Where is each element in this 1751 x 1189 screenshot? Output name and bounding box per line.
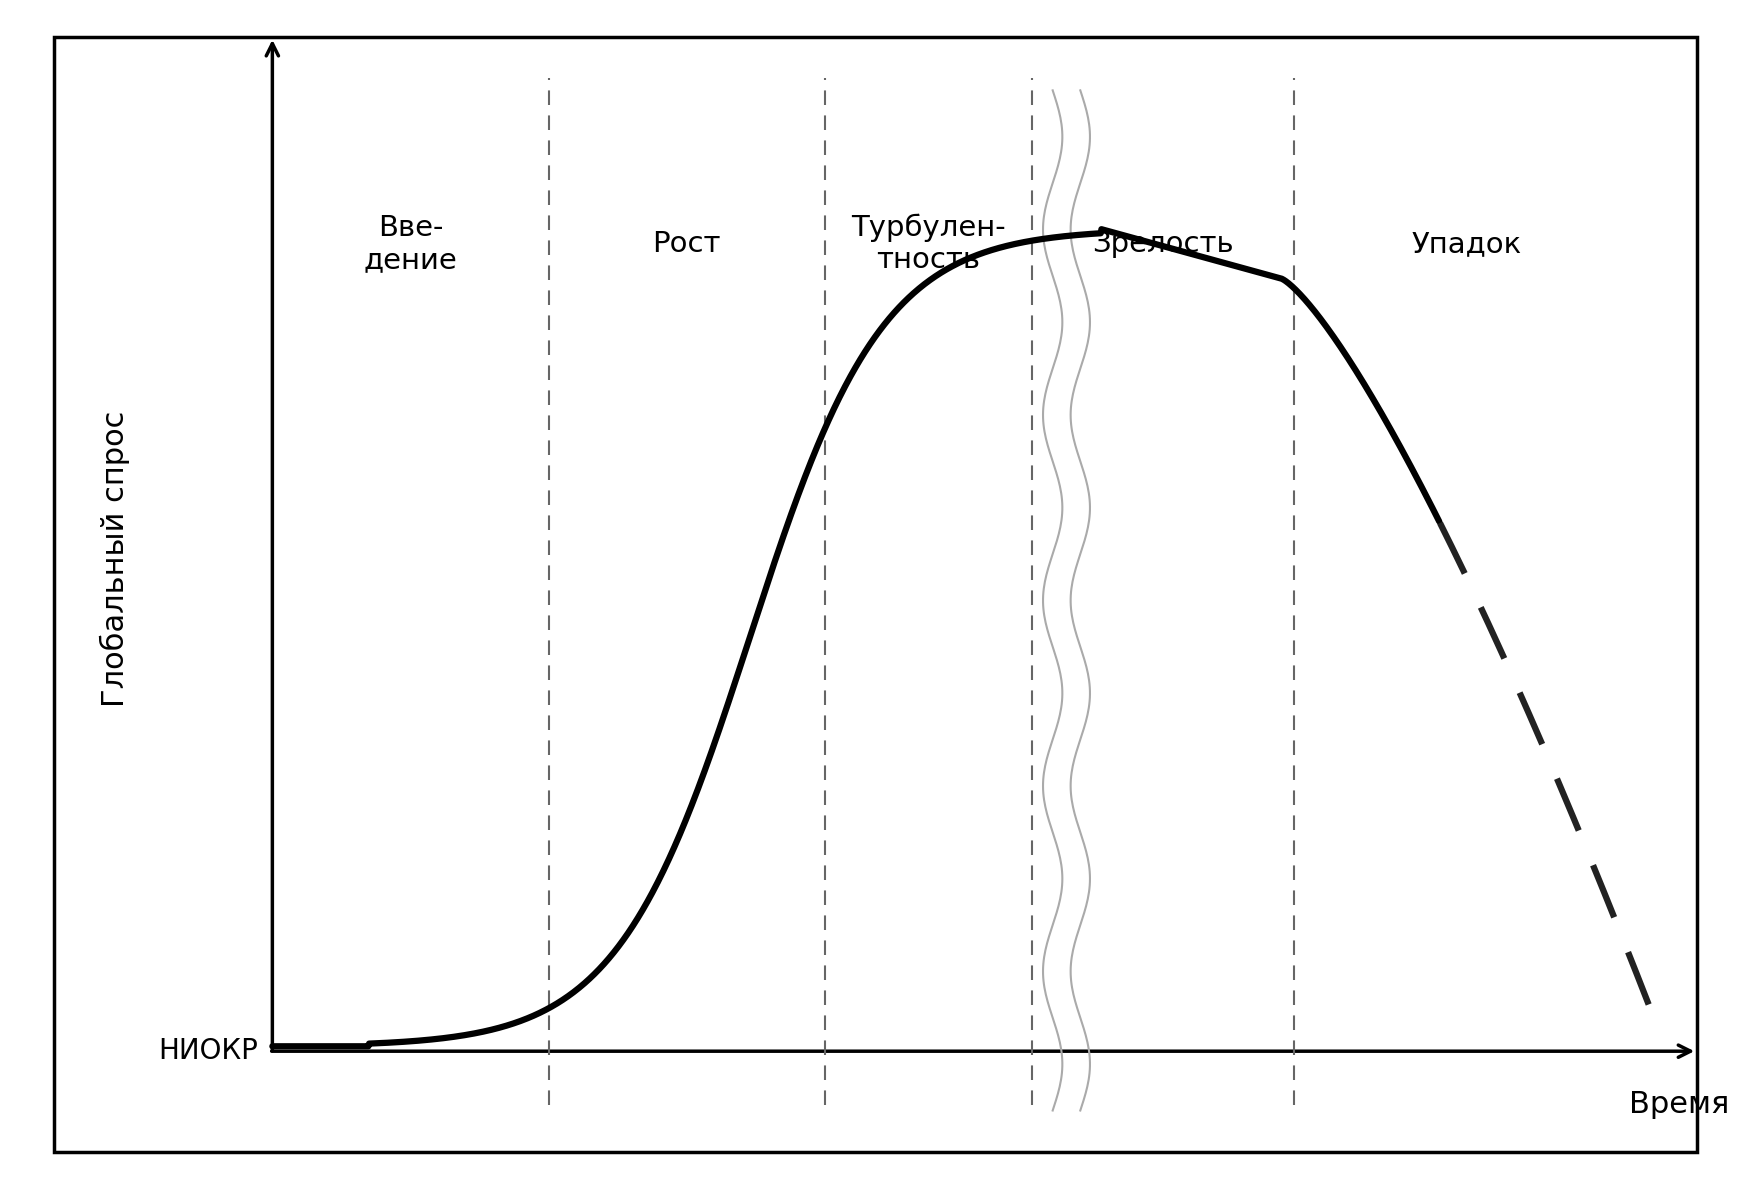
Text: Зрелость: Зрелость [1093, 229, 1234, 258]
Text: Время: Время [1630, 1090, 1730, 1119]
Text: Вве-
дение: Вве- дение [364, 214, 457, 273]
Text: Глобальный спрос: Глобальный спрос [100, 410, 130, 707]
Text: Рост: Рост [653, 229, 721, 258]
Text: Турбулен-
тность: Турбулен- тность [851, 214, 1005, 275]
Text: НИОКР: НИОКР [159, 1037, 259, 1065]
Text: Упадок: Упадок [1411, 229, 1522, 258]
